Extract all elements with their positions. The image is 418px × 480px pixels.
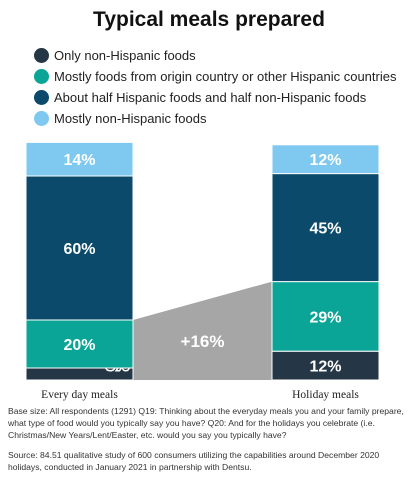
bar-segment-group: 12% <box>271 144 380 175</box>
data-label: 14% <box>63 152 95 169</box>
data-label: 12% <box>309 359 341 376</box>
bar-segment-group: 29% <box>271 281 380 352</box>
change-connector <box>133 281 272 380</box>
footnote-source: Source: 84.51 qualitative study of 600 c… <box>8 450 380 472</box>
legend-item: About half Hispanic foods and half non-H… <box>34 87 396 108</box>
legend-label: About half Hispanic foods and half non-H… <box>54 90 367 105</box>
category-label: Every day meals <box>41 389 118 401</box>
legend-swatch-icon <box>34 111 49 126</box>
bar-segment <box>25 175 134 321</box>
data-label: 60% <box>63 241 95 258</box>
legend-swatch-icon <box>34 48 49 63</box>
bar-segment <box>25 319 134 369</box>
legend-item: Mostly foods from origin country or othe… <box>34 66 396 87</box>
change-annotation: +16% <box>181 332 225 351</box>
bar-segment-group: 14% <box>25 141 134 177</box>
bar-segment-group: 20% <box>25 319 134 369</box>
category-label: Holiday meals <box>292 389 359 401</box>
bar-segment-group: 12% <box>271 350 380 381</box>
bar-segment <box>271 144 380 175</box>
data-label: 29% <box>309 309 341 326</box>
bar-segment <box>271 173 380 283</box>
bar-segment <box>25 141 134 177</box>
footnote-base: Base size: All respondents (1291) Q19: T… <box>8 406 404 440</box>
legend-item: Mostly non-Hispanic foods <box>34 108 396 129</box>
legend-swatch-icon <box>34 90 49 105</box>
data-label: 45% <box>309 221 341 238</box>
legend-swatch-icon <box>34 69 49 84</box>
legend: Only non-Hispanic foods Mostly foods fro… <box>34 45 396 129</box>
legend-label: Mostly non-Hispanic foods <box>54 111 207 126</box>
bar-segment-group: 60% <box>25 175 134 321</box>
legend-label: Mostly foods from origin country or othe… <box>54 69 397 84</box>
legend-item: Only non-Hispanic foods <box>34 45 396 66</box>
chart-title: Typical meals prepared <box>93 8 325 31</box>
data-label: 20% <box>63 337 95 354</box>
bar-segment-group: 45% <box>271 173 380 283</box>
data-label: 12% <box>309 152 341 169</box>
legend-label: Only non-Hispanic foods <box>54 48 196 63</box>
